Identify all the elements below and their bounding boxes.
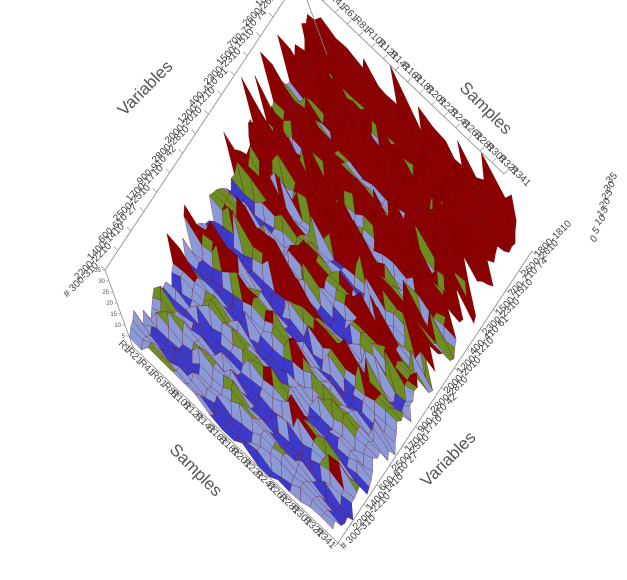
surface-mesh xyxy=(129,13,517,530)
surface-cell xyxy=(320,512,335,530)
samples-tick-mark xyxy=(249,462,254,467)
back-top-edge xyxy=(104,0,285,271)
variables-axis-title: Variables xyxy=(114,57,177,120)
z-tick-label-left: 0 xyxy=(126,345,130,351)
samples-tick-mark xyxy=(237,450,242,455)
samples-tick-mark xyxy=(140,358,146,363)
samples-tick-mark-back xyxy=(467,135,473,140)
variables-tick-mark xyxy=(402,445,407,450)
samples-tick-mark-back xyxy=(443,112,448,117)
samples-tick-mark-back xyxy=(395,66,400,71)
variables-tick-mark xyxy=(531,250,537,256)
samples-tick-mark xyxy=(152,369,158,375)
variables-tick-mark-back xyxy=(191,129,196,134)
axis-box xyxy=(104,0,533,544)
z-tick-label-left: 5 xyxy=(122,334,126,340)
samples-tick-mark-back xyxy=(503,169,509,175)
variables-tick-mark xyxy=(454,367,459,373)
samples-tick-mark xyxy=(201,415,206,421)
variables-tick-mark xyxy=(389,464,394,470)
surface-cell xyxy=(302,370,313,389)
variables-axis-line xyxy=(337,250,533,544)
variables-tick-mark xyxy=(376,484,382,489)
samples-tick-mark xyxy=(164,381,170,386)
variables-tick-mark-back xyxy=(126,226,132,232)
variables-tick-mark-back xyxy=(217,90,222,96)
samples-tick-mark xyxy=(225,439,230,444)
samples-axis-title: Samples xyxy=(166,440,226,500)
right-top-edge xyxy=(321,0,505,175)
variables-tick-mark xyxy=(415,425,420,431)
samples-tick-mark-back xyxy=(383,54,388,59)
variables-tick-mark xyxy=(505,289,511,295)
samples-tick-mark-back xyxy=(455,123,460,129)
samples-tick-mark-back xyxy=(322,0,325,2)
variables-tick-mark-back xyxy=(230,71,235,76)
variables-tick-mark-back xyxy=(204,110,209,115)
samples-tick-mark xyxy=(297,508,303,513)
z-tick-label-left: 10 xyxy=(114,323,121,329)
variables-tick-mark xyxy=(492,309,498,314)
samples-tick-label: R341 xyxy=(313,526,338,551)
variables-tick-mark-back xyxy=(152,187,157,193)
z-tick-label-left: 25 xyxy=(102,290,109,296)
back-vertical-edge xyxy=(306,0,328,56)
variables-tick-mark-back xyxy=(178,148,183,154)
variables-tick-mark xyxy=(518,270,524,275)
samples-tick-mark xyxy=(321,531,327,536)
samples-tick-mark xyxy=(177,392,182,398)
z-axis-line xyxy=(104,269,134,348)
z-tick-label-left: 30 xyxy=(98,279,105,285)
samples-tick-mark-back xyxy=(407,77,412,82)
samples-tick-mark-back xyxy=(491,158,497,163)
samples-tick-mark xyxy=(309,519,315,525)
samples-tick-mark-back xyxy=(479,146,485,152)
samples-tick-mark xyxy=(128,346,134,352)
samples-tick-mark-back xyxy=(334,8,340,13)
variables-tick-mark xyxy=(480,328,485,334)
samples-axis-line xyxy=(132,346,339,544)
samples-tick-mark xyxy=(261,473,266,479)
samples-tick-mark-back xyxy=(347,19,352,25)
z-tick-label-left: 20 xyxy=(106,301,113,307)
variables-tick-mark-back xyxy=(243,51,248,57)
variables-tick-mark-back xyxy=(268,12,274,18)
variables-tick-mark xyxy=(441,387,446,392)
z-tick-label-left: 15 xyxy=(110,312,117,318)
variables-tick-mark xyxy=(363,503,369,509)
samples-tick-mark xyxy=(333,542,339,548)
samples-tick-mark xyxy=(213,427,218,432)
samples-tick-label-back: R341 xyxy=(508,164,533,189)
samples-tick-mark xyxy=(273,485,278,490)
samples-tick-mark-back xyxy=(359,31,364,36)
variables-tick-mark-back xyxy=(255,32,261,37)
variables-tick-mark xyxy=(350,523,356,528)
samples-tick-mark xyxy=(285,496,290,502)
samples-tick-mark-back xyxy=(419,89,424,94)
samples-tick-mark-back xyxy=(431,100,436,106)
variables-tick-mark-back xyxy=(139,207,145,212)
variables-tick-mark xyxy=(467,348,472,353)
variables-tick-mark xyxy=(337,542,343,548)
variables-tick-mark xyxy=(428,406,433,411)
variables-tick-mark-back xyxy=(113,246,119,251)
z-tick-label-left: 35 xyxy=(94,268,101,274)
variables-tick-mark-back xyxy=(165,168,170,173)
samples-tick-mark-back xyxy=(371,42,376,48)
samples-tick-mark xyxy=(189,404,194,409)
variables-tick-mark-back xyxy=(100,265,106,271)
